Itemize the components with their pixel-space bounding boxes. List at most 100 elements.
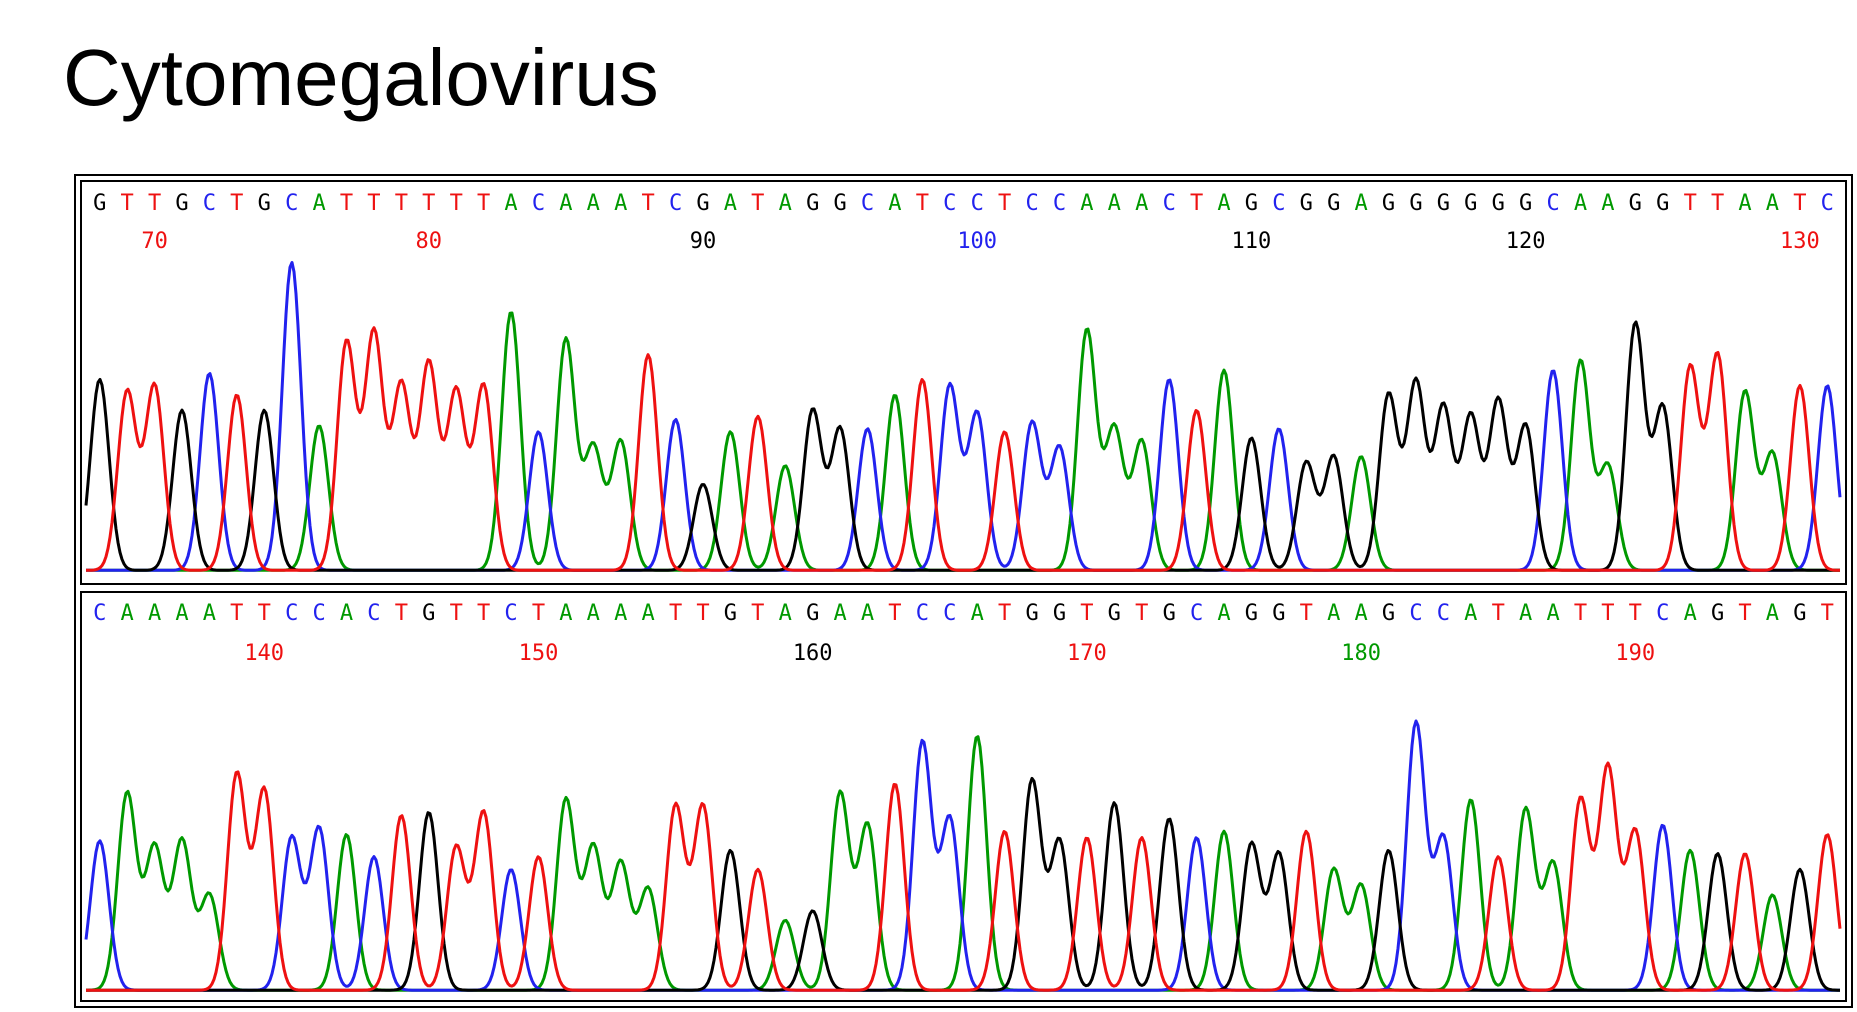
- trace-A: [86, 735, 1840, 992]
- base-call: A: [1080, 191, 1093, 216]
- base-call: T: [696, 601, 709, 626]
- base-call: G: [1327, 191, 1340, 216]
- base-call: A: [175, 601, 188, 626]
- base-call: A: [1519, 601, 1532, 626]
- base-call: T: [751, 601, 764, 626]
- base-call: T: [367, 191, 380, 216]
- base-call: C: [943, 191, 956, 216]
- base-call: T: [1601, 601, 1614, 626]
- position-label: 70: [141, 229, 168, 254]
- base-call: T: [1574, 601, 1587, 626]
- position-label: 100: [957, 229, 997, 254]
- base-call: C: [861, 191, 874, 216]
- base-call: A: [559, 601, 572, 626]
- base-call: G: [93, 191, 106, 216]
- base-call: C: [285, 601, 298, 626]
- base-call: A: [340, 601, 353, 626]
- base-call: T: [1135, 601, 1148, 626]
- base-call: T: [888, 601, 901, 626]
- base-call: C: [203, 191, 216, 216]
- base-call: T: [395, 601, 408, 626]
- base-call: G: [1245, 191, 1258, 216]
- base-call: A: [1601, 191, 1614, 216]
- base-call: A: [1766, 601, 1779, 626]
- base-call: A: [203, 601, 216, 626]
- base-call: A: [1354, 601, 1367, 626]
- base-call: A: [614, 601, 627, 626]
- base-call: T: [477, 601, 490, 626]
- base-call: T: [641, 191, 654, 216]
- position-label: 160: [793, 641, 833, 666]
- base-call: G: [1793, 601, 1806, 626]
- base-call: G: [1025, 601, 1038, 626]
- base-call: G: [258, 191, 271, 216]
- base-call: T: [916, 191, 929, 216]
- base-call: T: [340, 191, 353, 216]
- base-call: G: [1492, 191, 1505, 216]
- base-call: A: [779, 191, 792, 216]
- trace-T: [86, 326, 1840, 572]
- base-call: A: [504, 191, 517, 216]
- position-label: 120: [1506, 229, 1546, 254]
- base-call: C: [971, 191, 984, 216]
- base-call: G: [1300, 191, 1313, 216]
- base-call: C: [504, 601, 517, 626]
- base-call: A: [1574, 191, 1587, 216]
- base-call: C: [1437, 601, 1450, 626]
- position-label: 140: [244, 641, 284, 666]
- base-call: G: [724, 601, 737, 626]
- base-call: A: [614, 191, 627, 216]
- base-call: A: [641, 601, 654, 626]
- position-label: 90: [690, 229, 717, 254]
- base-call: C: [1409, 601, 1422, 626]
- base-call: C: [367, 601, 380, 626]
- base-call: C: [1053, 191, 1066, 216]
- base-call: C: [669, 191, 682, 216]
- base-call: A: [971, 601, 984, 626]
- base-call: A: [1464, 601, 1477, 626]
- base-call: T: [1080, 601, 1093, 626]
- base-call: G: [833, 191, 846, 216]
- base-call: G: [175, 191, 188, 216]
- base-call: C: [1025, 191, 1038, 216]
- base-call: T: [477, 191, 490, 216]
- base-call: A: [888, 191, 901, 216]
- base-call: T: [1684, 191, 1697, 216]
- base-call: G: [1053, 601, 1066, 626]
- base-call: G: [806, 601, 819, 626]
- base-call: A: [587, 191, 600, 216]
- base-call: C: [532, 191, 545, 216]
- base-call: A: [833, 601, 846, 626]
- base-call: T: [751, 191, 764, 216]
- base-call: C: [1163, 191, 1176, 216]
- trace-G: [84, 320, 1840, 572]
- base-call: A: [1217, 601, 1230, 626]
- base-call: A: [148, 601, 161, 626]
- base-call: T: [230, 191, 243, 216]
- base-call: C: [943, 601, 956, 626]
- base-call: T: [148, 191, 161, 216]
- base-call: T: [1629, 601, 1642, 626]
- base-call: C: [1656, 601, 1669, 626]
- base-call: T: [395, 191, 408, 216]
- base-call: G: [422, 601, 435, 626]
- base-call: A: [559, 191, 572, 216]
- base-call: A: [779, 601, 792, 626]
- base-call: A: [861, 601, 874, 626]
- trace-C: [86, 261, 1842, 572]
- base-call: C: [285, 191, 298, 216]
- page-title: Cytomegalovirus: [63, 33, 659, 122]
- base-call: G: [1108, 601, 1121, 626]
- base-call: T: [1190, 191, 1203, 216]
- base-call: C: [1190, 601, 1203, 626]
- chromatogram-panel-2: [80, 591, 1847, 1002]
- position-label: 150: [519, 641, 559, 666]
- base-call: A: [1684, 601, 1697, 626]
- base-call: C: [312, 601, 325, 626]
- base-call: T: [1793, 191, 1806, 216]
- trace-T: [86, 761, 1842, 992]
